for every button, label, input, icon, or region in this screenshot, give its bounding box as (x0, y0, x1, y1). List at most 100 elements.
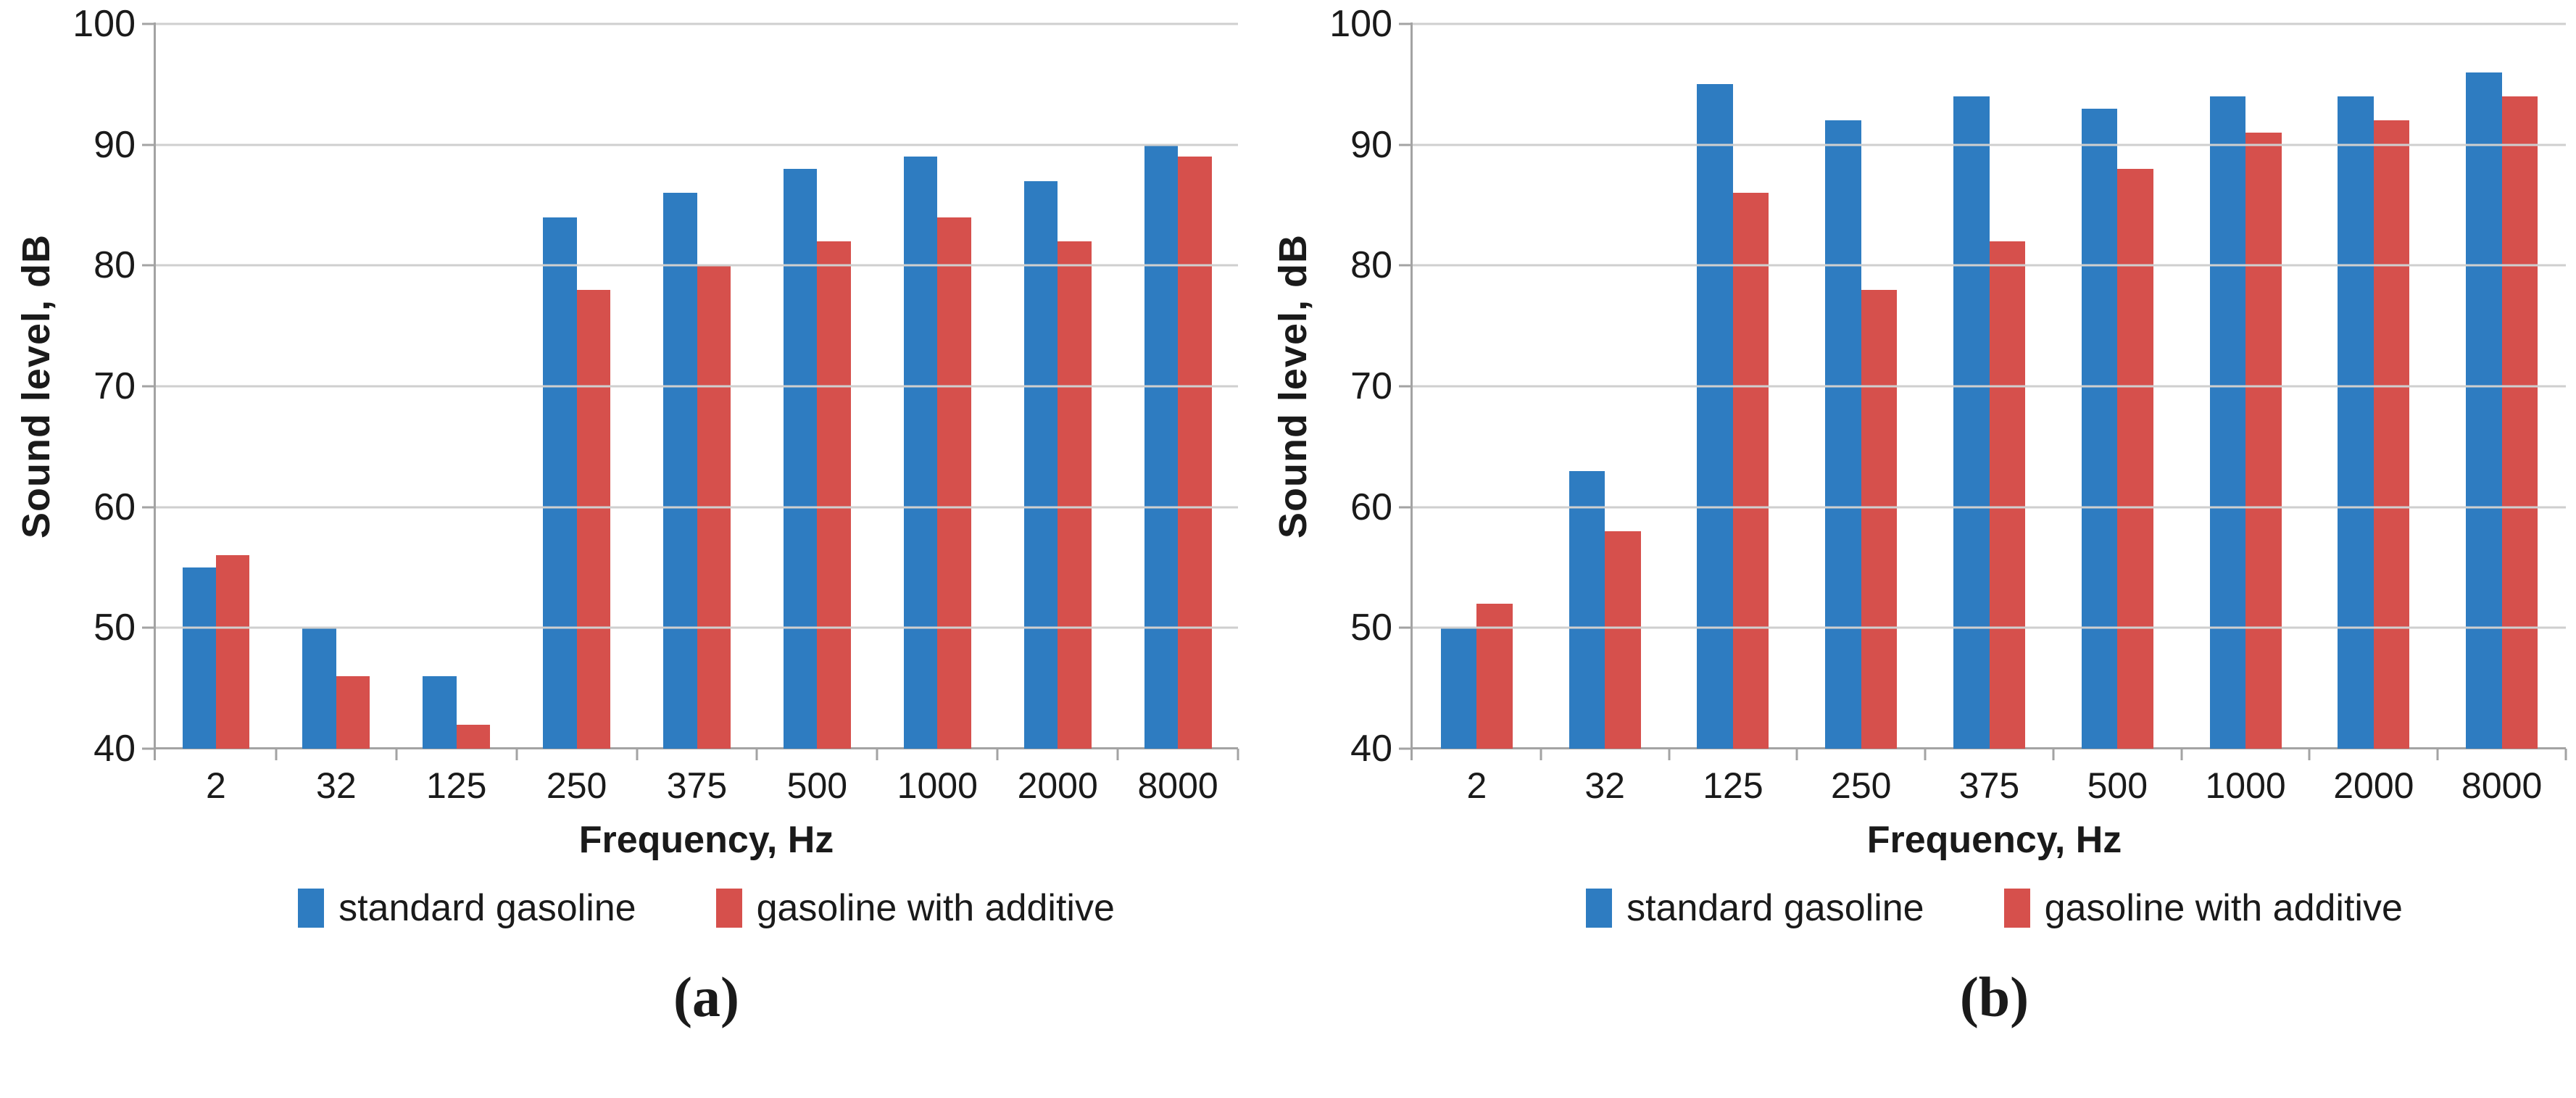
legend-swatch-blue (298, 889, 325, 928)
bar-gasoline-with-additive-1000hz (937, 217, 971, 749)
bar-group-125hz (1669, 24, 1798, 749)
plot-column: 2 32 125 250 375 500 1000 2000 8000 (142, 22, 1257, 808)
bar-standard-gasoline-2000hz (2338, 96, 2374, 749)
y-tick-mark (142, 385, 154, 388)
bar-standard-gasoline-250hz (1825, 120, 1861, 749)
plot-area (142, 22, 1239, 760)
bar-standard-gasoline-8000hz (2466, 72, 2502, 749)
plot-area (1399, 22, 2567, 760)
gridline (156, 144, 1238, 146)
y-tick-mark (1399, 264, 1410, 267)
bar-gasoline-with-additive-32hz (1605, 531, 1641, 749)
x-tick-label-375hz: 375 (1958, 765, 2020, 806)
y-tick-label: 60 (94, 486, 136, 528)
x-tick-mark (2564, 749, 2567, 760)
x-tick-label-8000hz: 8000 (2461, 765, 2543, 806)
y-axis-title-column: Sound level, dB (0, 24, 72, 749)
bar-group-250hz (1797, 24, 1925, 749)
legend-item-gasoline-with-additive: gasoline with additive (715, 886, 1115, 930)
legend-swatch-red (715, 889, 742, 928)
x-tick-label-32hz: 32 (316, 765, 357, 806)
bar-standard-gasoline-32hz (1569, 470, 1605, 749)
x-tick-mark (876, 749, 878, 760)
gridline (1413, 506, 2566, 509)
x-tick-label-2hz: 2 (206, 765, 226, 806)
bar-gasoline-with-additive-500hz (2117, 169, 2153, 749)
bar-group-2000hz (2309, 24, 2438, 749)
y-tick-mark (142, 144, 154, 146)
bar-standard-gasoline-8000hz (1144, 144, 1179, 749)
gridline (156, 264, 1238, 267)
y-tick-label: 100 (72, 3, 136, 45)
x-tick-mark (996, 749, 999, 760)
y-tick-label: 50 (94, 607, 136, 649)
y-axis-line (154, 22, 156, 760)
x-tick-label-8000hz: 8000 (1137, 765, 1218, 806)
chart-panel-b: Sound level, dB 100 90 80 70 60 50 40 2 32 125 25… (1257, 0, 2576, 1098)
gridline (156, 385, 1238, 388)
x-tick-mark (636, 749, 639, 760)
x-tick-label-1000hz: 1000 (897, 765, 978, 806)
y-axis-ticks: 100 90 80 70 60 50 40 (72, 5, 156, 768)
y-axis-line (1410, 22, 1413, 760)
x-tick-label-1000hz: 1000 (2205, 765, 2286, 806)
bar-gasoline-with-additive-8000hz (2501, 96, 2538, 749)
bar-group-1000hz (877, 24, 997, 749)
x-tick-label-375hz: 375 (666, 765, 728, 806)
bar-standard-gasoline-2hz (1440, 628, 1477, 749)
x-tick-mark (515, 749, 518, 760)
x-tick-label-2000hz: 2000 (1017, 765, 1098, 806)
x-axis-title: Frequency, Hz (1866, 819, 2122, 861)
legend: standard gasoline gasoline with additive (1413, 886, 2576, 930)
x-tick-label-125hz: 125 (1703, 765, 1763, 806)
legend-item-standard-gasoline: standard gasoline (298, 886, 636, 930)
x-tick-label-250hz: 250 (1831, 765, 1892, 806)
x-tick-mark (2052, 749, 2055, 760)
bar-gasoline-with-additive-8000hz (1178, 157, 1212, 749)
chart-panel-a: Sound level, dB 100 90 80 70 60 50 40 2 32 125 25… (0, 0, 1257, 1098)
bar-gasoline-with-additive-1000hz (2245, 133, 2282, 749)
gridline (1413, 626, 2566, 629)
bar-standard-gasoline-2000hz (1023, 180, 1058, 749)
y-tick-mark (1399, 385, 1410, 388)
y-tick-mark (1399, 747, 1410, 750)
y-tick-label: 70 (94, 365, 136, 407)
legend-item-gasoline-with-additive: gasoline with additive (2003, 886, 2403, 930)
bar-group-125hz (396, 24, 517, 749)
y-axis-title: Sound level, dB (14, 233, 58, 539)
legend-swatch-red (2003, 889, 2030, 928)
x-tick-mark (1924, 749, 1927, 760)
y-tick-mark (1399, 144, 1410, 146)
bar-standard-gasoline-1000hz (2209, 96, 2246, 749)
y-tick-mark (142, 506, 154, 509)
bar-standard-gasoline-125hz (1697, 84, 1733, 749)
gridline (156, 626, 1238, 629)
bar-group-1000hz (2182, 24, 2310, 749)
bar-group-32hz (276, 24, 396, 749)
y-tick-mark (1399, 626, 1410, 629)
bar-group-2000hz (997, 24, 1118, 749)
y-tick-label: 80 (1350, 244, 1392, 287)
legend-item-standard-gasoline: standard gasoline (1586, 886, 1924, 930)
y-tick-label: 70 (1350, 365, 1392, 407)
x-tick-mark (2180, 749, 2183, 760)
chart-area-a: Sound level, dB 100 90 80 70 60 50 40 2 32 125 25… (0, 0, 1257, 808)
x-axis-tick-labels: 2 32 125 250 375 500 1000 2000 8000 (156, 749, 1238, 808)
x-tick-mark (2436, 749, 2439, 760)
bar-gasoline-with-additive-125hz (456, 724, 491, 749)
bar-groups (1413, 24, 2566, 749)
bar-standard-gasoline-125hz (423, 676, 457, 749)
x-tick-mark (1540, 749, 1542, 760)
bar-standard-gasoline-500hz (2081, 108, 2118, 749)
bar-standard-gasoline-2hz (182, 567, 216, 749)
legend-label: gasoline with additive (2044, 887, 2403, 929)
legend: standard gasoline gasoline with additive (156, 886, 1257, 930)
bar-group-8000hz (2438, 24, 2566, 749)
bar-gasoline-with-additive-250hz (1861, 289, 1898, 749)
bar-gasoline-with-additive-2000hz (1058, 241, 1092, 749)
gridline (156, 506, 1238, 509)
y-tick-label: 100 (1329, 3, 1392, 45)
y-tick-mark (142, 747, 154, 750)
bar-gasoline-with-additive-375hz (1989, 241, 2025, 749)
